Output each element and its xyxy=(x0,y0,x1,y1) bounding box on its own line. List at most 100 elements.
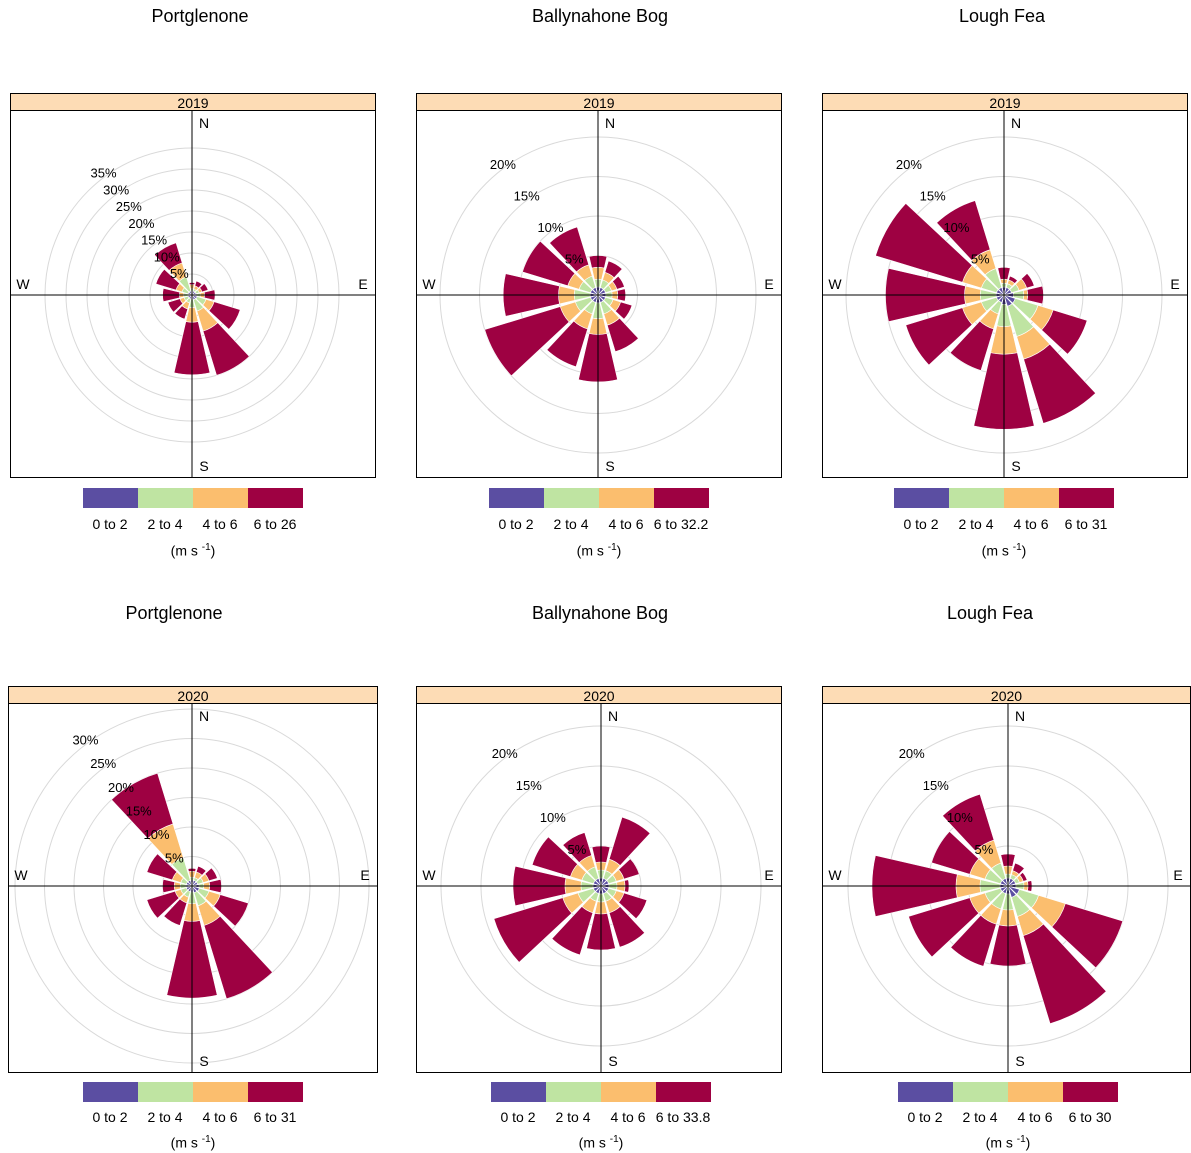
legend-swatch xyxy=(949,488,1004,508)
ring-label: 5% xyxy=(568,842,587,857)
units-text: (m s xyxy=(985,1134,1013,1151)
year-strip: 2019 xyxy=(822,93,1188,111)
legend-label: 4 to 6 xyxy=(202,516,238,532)
compass-label-w: W xyxy=(828,867,842,883)
ring-label: 10% xyxy=(154,249,180,264)
wind-rose-segment xyxy=(612,275,625,290)
ring-label: 30% xyxy=(72,733,98,748)
wind-rose-segment xyxy=(618,858,640,880)
wind-rose-segment xyxy=(608,816,651,866)
compass-label-s: S xyxy=(1015,1053,1024,1069)
units-close: ) xyxy=(1021,542,1027,559)
compass-label-e: E xyxy=(360,867,369,883)
compass-label-n: N xyxy=(1011,115,1021,131)
ring-label: 15% xyxy=(514,188,540,203)
compass-label-e: E xyxy=(1170,276,1179,292)
compass-label-w: W xyxy=(828,276,842,292)
units-text: (m s xyxy=(576,542,604,559)
ring-label: 25% xyxy=(116,199,142,214)
legend-units: (m s -1) xyxy=(559,542,639,559)
wind-rose-segment xyxy=(950,914,997,967)
year-strip: 2020 xyxy=(8,686,378,704)
legend-swatch xyxy=(138,1082,193,1102)
units-text: (m s xyxy=(981,542,1009,559)
site-title: Ballynahone Bog xyxy=(531,6,669,26)
ring-label: 5% xyxy=(565,251,584,266)
plot-area: N S W E 5% 10% 15% 20% xyxy=(822,703,1191,1073)
units-exponent: -1 xyxy=(609,1134,619,1145)
legend-label: 4 to 6 xyxy=(202,1109,238,1125)
ring-label: 25% xyxy=(90,756,116,771)
compass-label-w: W xyxy=(422,867,436,883)
ring-label: 35% xyxy=(91,166,117,181)
compass-label-n: N xyxy=(1015,708,1025,724)
ring-label: 5% xyxy=(170,266,189,281)
legend-label: 2 to 4 xyxy=(958,516,994,532)
wind-rose-segment xyxy=(203,915,273,1000)
compass-label-s: S xyxy=(608,1053,617,1069)
compass-label-e: E xyxy=(358,276,367,292)
wind-rose-segment xyxy=(942,793,995,852)
compass-label-n: N xyxy=(605,115,615,131)
legend-label: 4 to 6 xyxy=(608,516,644,532)
plot-area: N S W E 5% 10% 15% 20% xyxy=(416,703,782,1073)
ring-label: 15% xyxy=(920,188,946,203)
legend-label: 0 to 2 xyxy=(500,1109,536,1125)
units-exponent: -1 xyxy=(201,1134,211,1145)
ring-label: 10% xyxy=(143,827,169,842)
wind-rose-segment xyxy=(905,307,973,366)
plot-area: N S W E 5% 10% 15% 20% xyxy=(822,110,1188,478)
wind-rose-segment xyxy=(618,892,648,920)
compass-label-e: E xyxy=(1173,867,1182,883)
wind-rose-segment xyxy=(1023,343,1097,424)
legend-swatch xyxy=(654,488,709,508)
legend-swatch xyxy=(489,488,544,508)
wind-rose-segment xyxy=(549,226,590,273)
legend-units: (m s -1) xyxy=(968,1134,1048,1151)
wind-rose-segment xyxy=(1019,871,1028,882)
legend-swatch xyxy=(546,1082,601,1102)
wind-rose-segment xyxy=(1008,275,1018,284)
compass-label-w: W xyxy=(14,867,28,883)
wind-rose-segment xyxy=(493,897,573,963)
legend-swatch xyxy=(1063,1082,1118,1102)
site-title: Lough Fea xyxy=(958,6,1046,26)
units-close: ) xyxy=(210,1134,216,1151)
wind-rose-segment xyxy=(614,301,633,320)
wind-rose-segment xyxy=(1041,309,1088,355)
wind-rose-segment xyxy=(546,320,588,368)
legend-swatch xyxy=(544,488,599,508)
wind-rose-segment xyxy=(931,831,980,875)
legend-swatch xyxy=(953,1082,1008,1102)
compass-label-s: S xyxy=(199,1053,208,1069)
ring-label: 20% xyxy=(896,157,922,172)
legend-label: 6 to 31 xyxy=(253,1109,297,1125)
legend-label: 2 to 4 xyxy=(962,1109,998,1125)
compass-label-n: N xyxy=(199,708,209,724)
wind-rose-segment xyxy=(199,283,209,293)
wind-rose-svg: N S W E 5% 10%15% 20% 25% 30%35% xyxy=(11,111,375,477)
wind-rose-svg: N S W E 5% 10% 15% 20% xyxy=(823,704,1190,1072)
legend-label: 4 to 6 xyxy=(1013,516,1049,532)
wind-rose-segment xyxy=(1012,862,1025,875)
year-strip: 2020 xyxy=(822,686,1191,704)
wind-rose-segment xyxy=(949,320,994,371)
legend-swatch xyxy=(193,488,248,508)
ring-label: 20% xyxy=(128,216,154,231)
units-text: (m s xyxy=(170,542,198,559)
ring-label: 20% xyxy=(490,157,516,172)
ring-label: 5% xyxy=(165,850,184,865)
legend-swatch xyxy=(1008,1082,1063,1102)
wind-rose-segment xyxy=(213,894,249,927)
wind-rose-segment xyxy=(163,898,188,926)
legend-label: 0 to 2 xyxy=(907,1109,943,1125)
site-title: Ballynahone Bog xyxy=(531,603,669,623)
wind-rose-segment xyxy=(562,832,593,864)
legend-colorbar xyxy=(489,488,709,508)
legend-label: 2 to 4 xyxy=(555,1109,591,1125)
legend-colorbar xyxy=(894,488,1114,508)
site-title: Portglenone xyxy=(151,6,249,26)
ring-label: 5% xyxy=(975,842,994,857)
ring-label: 30% xyxy=(103,182,129,197)
legend-colorbar xyxy=(898,1082,1118,1102)
